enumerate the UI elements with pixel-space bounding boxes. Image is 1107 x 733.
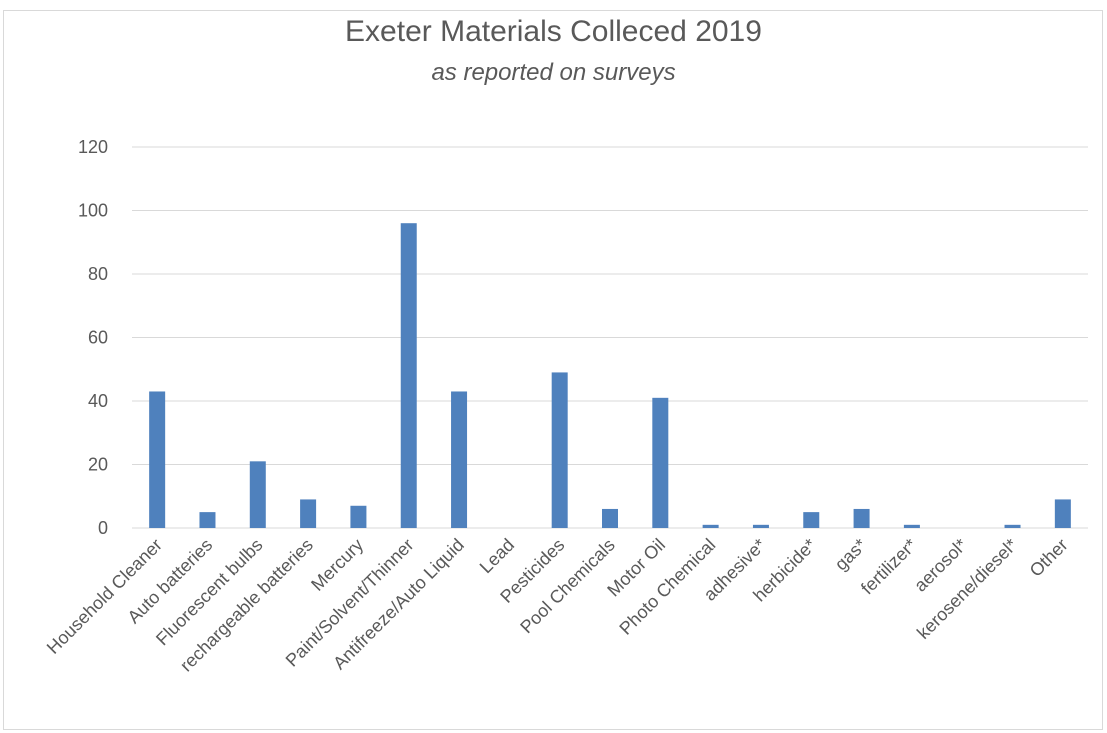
y-tick-label: 100 xyxy=(78,201,108,221)
bar xyxy=(853,508,870,528)
bar xyxy=(903,524,920,528)
bar xyxy=(249,461,266,528)
bar xyxy=(149,391,166,528)
y-tick-label: 20 xyxy=(88,455,108,475)
bar xyxy=(652,397,669,528)
bar xyxy=(602,508,618,528)
x-tick-label: fertilizer* xyxy=(857,535,921,599)
chart-subtitle: as reported on surveys xyxy=(431,59,676,86)
bar xyxy=(1004,524,1021,528)
bar xyxy=(803,512,820,528)
y-tick-label: 80 xyxy=(88,264,108,284)
chart-title: Exeter Materials Colleced 2019 xyxy=(345,15,762,48)
bar xyxy=(702,524,719,528)
bar xyxy=(1054,499,1071,528)
bar xyxy=(199,512,216,528)
y-tick-label: 0 xyxy=(98,518,108,538)
x-tick-label: gas* xyxy=(831,535,871,575)
y-tick-label: 40 xyxy=(88,391,108,411)
y-tick-label: 60 xyxy=(88,328,108,348)
bar xyxy=(300,499,317,528)
bar xyxy=(350,505,367,528)
chart-frame xyxy=(3,10,1103,730)
bar xyxy=(551,372,568,528)
bar xyxy=(400,223,417,528)
bar xyxy=(752,524,769,528)
y-tick-label: 120 xyxy=(78,137,108,157)
bar xyxy=(451,391,468,528)
x-tick-label: Other xyxy=(1026,535,1072,581)
x-tick-label: Lead xyxy=(476,535,518,577)
